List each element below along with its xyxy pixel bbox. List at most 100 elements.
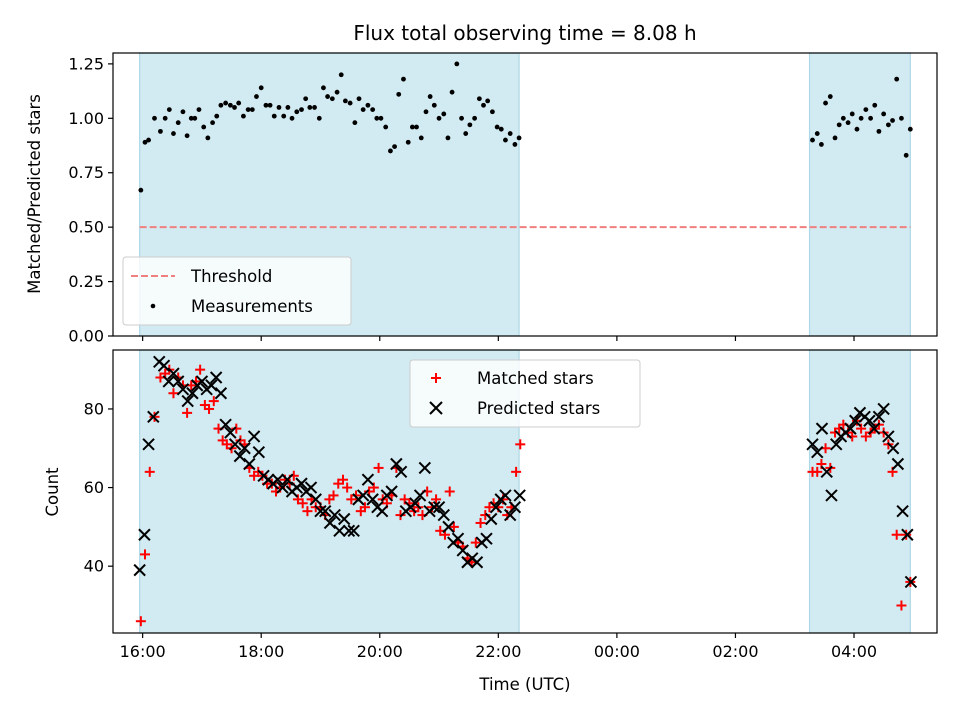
matched-star-point (328, 490, 339, 501)
y-tick-label: 40 (84, 557, 104, 576)
measurement-point (436, 115, 442, 121)
measurement-point (814, 131, 820, 136)
measurement-point (294, 109, 300, 115)
predicted-star-point (276, 481, 289, 494)
predicted-star-point (418, 461, 432, 475)
measurement-point (316, 115, 322, 121)
predicted-legend-label: Predicted stars (477, 399, 600, 418)
predicted-star-point (901, 528, 914, 541)
shaded-region-1 (808, 349, 911, 634)
x-tick-label: 16:00 (120, 642, 166, 661)
predicted-star-point (238, 442, 251, 455)
top-y-axis-ticks: 0.00 0.25 0.50 0.75 1.00 1.25 (68, 54, 113, 346)
predicted-star-point (806, 438, 819, 451)
predicted-star-point (437, 508, 450, 522)
matched-star-point (812, 466, 823, 477)
bottom-legend: Matched stars Predicted stars (409, 359, 641, 428)
predicted-star-point (209, 371, 223, 384)
matched-star-point (373, 462, 384, 473)
predicted-star-point (409, 497, 422, 510)
y-tick-label: 0.00 (68, 327, 104, 346)
measurement-point (334, 89, 340, 95)
measurement-point (175, 120, 181, 126)
predicted-star-point (904, 575, 918, 589)
matched-star-point (135, 616, 146, 627)
predicted-star-point (820, 465, 833, 479)
measurement-point (338, 72, 344, 78)
measurement-point (463, 131, 469, 136)
measurement-point (142, 139, 148, 145)
measurement-point (210, 120, 215, 126)
predicted-star-point (172, 375, 185, 388)
predicted-star-point (281, 473, 294, 486)
matched-star-point (168, 388, 179, 399)
predicted-star-point (228, 438, 242, 451)
y-tick-label: 0.75 (68, 163, 104, 182)
measurement-point (184, 133, 190, 139)
predicted-star-point (319, 504, 332, 518)
measurement-point (158, 128, 163, 134)
predicted-star-point (886, 442, 900, 455)
matched-star-point (351, 490, 362, 501)
predicted-star-point (162, 375, 175, 388)
measurement-point (241, 113, 246, 119)
top-panel: 0.00 0.25 0.50 0.75 1.00 1.25 Matched/Predict… (25, 52, 938, 346)
predicted-star-point (877, 402, 890, 416)
predicted-star-point (815, 422, 829, 435)
predicted-star-point (470, 556, 484, 569)
measurement-point (489, 109, 495, 115)
measurement-point (374, 115, 380, 121)
matched-star-point (431, 494, 442, 505)
measurement-point (396, 91, 402, 97)
measurement-point (281, 113, 287, 119)
measurement-point (441, 111, 447, 117)
predicted-star-point (394, 465, 408, 479)
measurement-point (894, 76, 900, 82)
matched-star-point (891, 529, 902, 540)
measurement-point (299, 107, 304, 112)
measurement-point (414, 124, 419, 130)
x-tick-label: 22:00 (475, 642, 521, 661)
top-legend-box (122, 256, 352, 326)
predicted-star-point (337, 512, 351, 526)
measurement-point (166, 107, 172, 112)
matched-star-point (896, 600, 907, 611)
top-panel-frame (112, 52, 938, 337)
measurement-point (836, 122, 842, 128)
matched-star-point (297, 498, 308, 509)
measurement-point (431, 102, 437, 108)
predicted-star-point (503, 508, 517, 522)
measurement-point (481, 102, 486, 108)
predicted-star-point (195, 375, 209, 388)
measurement-point (827, 94, 833, 99)
predicted-star-point (375, 504, 389, 518)
matched-star-point (359, 502, 370, 513)
predicted-star-point (157, 359, 171, 372)
predicted-star-point (513, 489, 526, 502)
measurement-point (214, 113, 220, 119)
matched-star-point (302, 506, 313, 517)
predicted-star-point (186, 387, 199, 400)
shaded-region-1 (808, 52, 911, 337)
measurement-point (858, 115, 864, 121)
measurement-point (329, 96, 335, 102)
measurement-point (512, 142, 518, 147)
chart-title: Flux total observing time = 8.08 h (353, 21, 696, 45)
measurement-point (459, 115, 464, 121)
y-tick-label: 1.25 (68, 54, 104, 73)
predicted-star-point (233, 449, 247, 463)
measurement-point (146, 137, 151, 143)
measurement-point (392, 144, 397, 150)
measurement-point (507, 131, 513, 136)
predicted-star-point (224, 426, 237, 439)
matched-star-point (144, 466, 155, 477)
measurement-point (819, 142, 824, 147)
measurement-point (378, 115, 384, 121)
predicted-star-point (333, 524, 346, 538)
predicted-legend-swatch (429, 401, 443, 415)
predicted-star-point (442, 520, 455, 534)
predicted-star-point (366, 493, 379, 506)
measurement-point (267, 102, 273, 108)
predicted-star-point (247, 430, 261, 443)
